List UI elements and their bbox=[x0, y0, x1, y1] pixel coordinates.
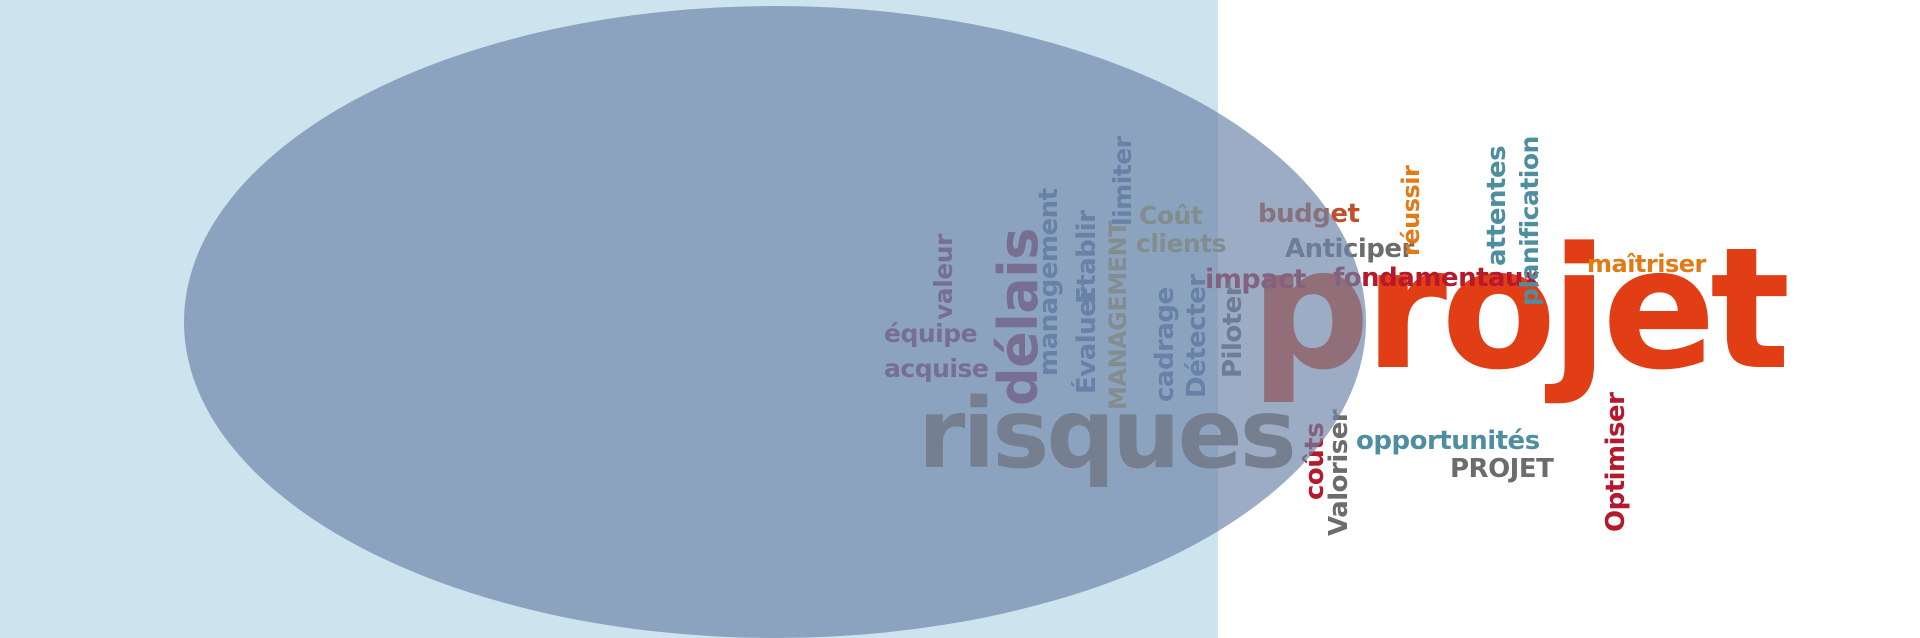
word-optimiser: Optimiser bbox=[1601, 392, 1631, 533]
word-attentes: attentes bbox=[1482, 145, 1512, 266]
overlay-ellipse bbox=[184, 6, 1366, 638]
word-reussir: réussir bbox=[1397, 165, 1425, 256]
word-fondamentaux: fondamentaux bbox=[1333, 263, 1540, 293]
word-opportunites: opportunités bbox=[1356, 426, 1540, 456]
word-maitriser: maîtriser bbox=[1587, 250, 1706, 278]
word-planification: planification bbox=[1515, 136, 1544, 306]
word-projet-caps: PROJET bbox=[1450, 454, 1554, 484]
